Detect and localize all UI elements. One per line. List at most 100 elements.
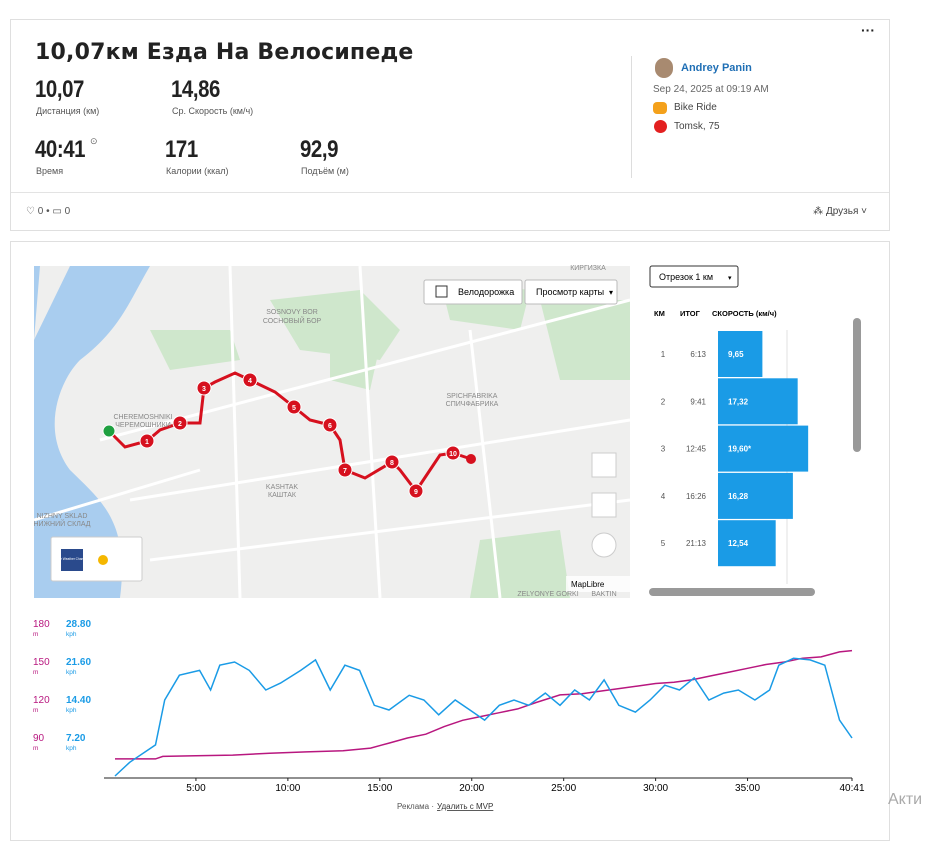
ad-link[interactable]: Удалить с MVP bbox=[437, 802, 493, 811]
split-time: 12:45 bbox=[686, 445, 707, 454]
split-time: 6:13 bbox=[690, 350, 706, 359]
split-header: КМ bbox=[654, 309, 665, 318]
land bbox=[34, 266, 70, 340]
place-label: SOSNOVY BOR bbox=[266, 309, 318, 316]
location-icon bbox=[654, 120, 667, 133]
y-tick-label: 120 bbox=[33, 695, 50, 706]
end-point bbox=[466, 454, 476, 464]
map[interactable]: Велодорожка Просмотр карты ▾ The Weather… bbox=[33, 265, 631, 599]
place-label: CHEREMOSHNIKI bbox=[113, 414, 172, 421]
scrollbar[interactable] bbox=[649, 588, 815, 596]
route-marker bbox=[286, 399, 302, 415]
attribution-bg bbox=[566, 576, 630, 592]
caret: ▾ bbox=[728, 275, 732, 282]
info-icon[interactable]: ⊙ bbox=[90, 136, 98, 146]
x-tick-label: 25:00 bbox=[551, 783, 576, 794]
map-button[interactable] bbox=[423, 279, 523, 305]
split-header: СКОРОСТЬ (км/ч) bbox=[712, 309, 777, 318]
y-unit: m bbox=[33, 669, 38, 676]
stat-label: Подъём (м) bbox=[301, 166, 349, 176]
y-tick-label: 150 bbox=[33, 657, 50, 668]
route-marker bbox=[384, 454, 400, 470]
recenter-button[interactable] bbox=[591, 492, 617, 518]
split-km: 3 bbox=[661, 445, 666, 454]
visibility[interactable]: ⁂ Друзья ˅ bbox=[813, 206, 867, 217]
place-label: КАШТАК bbox=[268, 492, 297, 499]
y2-tick-label: 21.60 bbox=[66, 657, 91, 668]
separator bbox=[11, 192, 889, 193]
avatar[interactable] bbox=[655, 58, 673, 78]
stat-label: Время bbox=[36, 166, 64, 176]
split-bar bbox=[718, 378, 798, 425]
y2-unit: kph bbox=[66, 669, 77, 676]
checkbox[interactable] bbox=[435, 285, 448, 298]
fullscreen-button[interactable] bbox=[591, 452, 617, 478]
place-label: KASHTAK bbox=[266, 484, 298, 491]
athlete-name[interactable]: Andrey Panin bbox=[681, 62, 752, 74]
stat-value: 171 bbox=[165, 136, 198, 163]
content: Велодорожка Просмотр карты ▾ The Weather… bbox=[33, 265, 922, 811]
x-tick-label: 10:00 bbox=[275, 783, 300, 794]
y2-tick-label: 28.80 bbox=[66, 619, 91, 630]
y-unit: m bbox=[33, 707, 38, 714]
split-bar bbox=[718, 520, 776, 567]
y2-unit: kph bbox=[66, 707, 77, 714]
series-line bbox=[114, 657, 853, 777]
stat-value: 92,9 bbox=[300, 136, 339, 163]
route-marker bbox=[172, 415, 188, 431]
split-time: 9:41 bbox=[690, 397, 706, 406]
y-unit: m bbox=[33, 631, 38, 638]
route-marker bbox=[445, 445, 461, 461]
split-speed: 16,28 bbox=[728, 492, 749, 501]
place-label: СОСНОВЫЙ БОР bbox=[263, 316, 322, 325]
place-label: ZELYONYE GORKI bbox=[517, 591, 578, 598]
activity-card: 10,07км Езда На Велосипеде ··· 10,07 Дис… bbox=[10, 19, 890, 231]
y2-unit: kph bbox=[66, 745, 77, 752]
x-tick-label: 30:00 bbox=[643, 783, 668, 794]
comment-count: 0 bbox=[64, 206, 71, 217]
likes[interactable]: ♡ 0 • ▭ 0 bbox=[26, 206, 71, 217]
visibility-label: Друзья bbox=[825, 206, 859, 217]
map-button-label: Просмотр карты bbox=[536, 287, 604, 297]
route-marker bbox=[139, 433, 155, 449]
x-tick-label: 5:00 bbox=[186, 783, 206, 794]
activity-title: 10,07км Езда На Велосипеде bbox=[35, 40, 414, 65]
menu-button[interactable]: ··· bbox=[861, 22, 875, 38]
place-label: BAKTIN bbox=[591, 591, 616, 598]
route-marker-label: 9 bbox=[414, 489, 418, 496]
map-button[interactable] bbox=[524, 279, 618, 305]
stat-value: 14,86 bbox=[171, 76, 220, 103]
split-km: 5 bbox=[661, 539, 666, 548]
split-speed: 19,60* bbox=[728, 445, 752, 454]
y2-unit: kph bbox=[66, 631, 77, 638]
split-km: 4 bbox=[661, 492, 666, 501]
splits: Отрезок 1 км ▾ bbox=[649, 265, 861, 596]
compass-button[interactable] bbox=[591, 532, 617, 558]
x-tick-label: 35:00 bbox=[735, 783, 760, 794]
stat-label: Дистанция (км) bbox=[36, 106, 100, 116]
series-line bbox=[115, 649, 853, 760]
route-marker bbox=[337, 462, 353, 478]
map-button-label: Велодорожка bbox=[458, 287, 514, 297]
split-selector-label: Отрезок 1 км bbox=[659, 272, 713, 282]
stat-value: 40:41 bbox=[35, 136, 86, 163]
road bbox=[33, 265, 631, 599]
place-label: КИРГИЗКА bbox=[570, 265, 606, 272]
y2-tick-label: 14.40 bbox=[66, 695, 91, 706]
split-speed: 12,54 bbox=[728, 539, 749, 548]
y-tick-label: 90 bbox=[33, 733, 45, 744]
route-marker bbox=[242, 372, 258, 388]
scrollbar[interactable] bbox=[853, 318, 861, 452]
split-bar bbox=[718, 425, 809, 472]
route-marker-label: 4 bbox=[248, 378, 252, 385]
ad-label: Реклама · bbox=[397, 802, 434, 811]
split-selector[interactable] bbox=[649, 265, 739, 288]
split-km: 2 bbox=[661, 397, 666, 406]
attribution[interactable]: MapLibre bbox=[571, 580, 605, 589]
split-bar bbox=[718, 331, 763, 377]
like-count: 0 bbox=[37, 206, 44, 217]
split-km: 1 bbox=[661, 350, 666, 359]
route-marker bbox=[408, 483, 424, 499]
route-marker bbox=[196, 380, 212, 396]
route-marker-label: 2 bbox=[178, 421, 182, 428]
